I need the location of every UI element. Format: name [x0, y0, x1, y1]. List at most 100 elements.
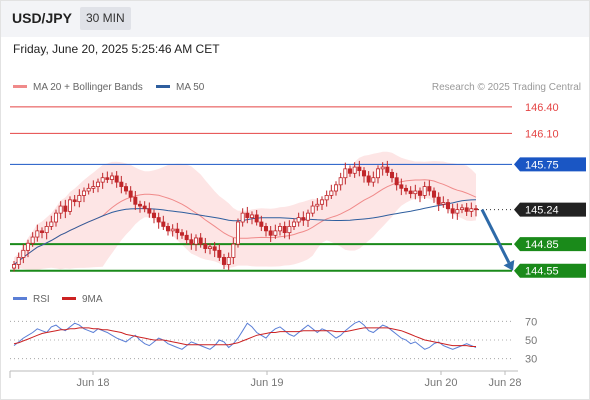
candle — [319, 196, 324, 210]
candle — [207, 243, 212, 255]
candle — [357, 160, 362, 177]
ma20-legend-label: MA 20 + Bollinger Bands — [33, 82, 143, 93]
candle — [133, 191, 138, 210]
candle — [338, 172, 343, 191]
candle — [333, 181, 338, 196]
candle-body — [464, 207, 469, 212]
candle-body — [86, 187, 91, 192]
rsi-legend-swatch — [13, 297, 27, 300]
candle — [16, 252, 21, 270]
candle-body — [245, 212, 250, 218]
candle-body — [282, 226, 287, 234]
candle-body — [96, 181, 101, 187]
candle-body — [184, 234, 189, 241]
candle — [464, 202, 469, 216]
candle — [49, 215, 54, 230]
candle-body — [151, 212, 156, 218]
candle-body — [361, 170, 366, 177]
candle — [72, 194, 77, 207]
candle-body — [352, 166, 357, 174]
candle-body — [291, 221, 296, 227]
time-tick-label: Jun 18 — [76, 377, 109, 389]
candle — [198, 233, 203, 248]
candle — [436, 192, 441, 212]
level-tag-text: 144.85 — [525, 239, 559, 251]
candle — [161, 215, 166, 230]
candle — [189, 233, 194, 250]
candle-body — [431, 190, 436, 198]
candle-body — [441, 202, 446, 205]
level-tag-shape — [514, 263, 586, 278]
candle-body — [124, 186, 129, 192]
candle-body — [175, 228, 180, 234]
candle-body — [305, 212, 310, 221]
candle — [389, 168, 394, 183]
candle-body — [333, 184, 338, 192]
candle — [119, 175, 124, 194]
candle-body — [147, 208, 152, 214]
candle-body — [310, 205, 315, 214]
level-tag-145-75: 145.75 — [514, 157, 586, 172]
candle — [380, 162, 385, 176]
candle — [40, 227, 45, 239]
candle — [394, 172, 399, 191]
time-tick-label: Jun 20 — [424, 377, 457, 389]
rsi-tick-label: 30 — [525, 354, 537, 366]
candle-body — [212, 246, 217, 251]
candle-body — [91, 186, 96, 189]
level-tag-text: 144.55 — [525, 266, 559, 278]
candle-body — [459, 207, 464, 210]
candle — [277, 222, 282, 236]
candle — [221, 253, 226, 270]
price-levels — [10, 106, 514, 272]
level-tag-text: 145.24 — [525, 205, 559, 217]
candle — [399, 178, 404, 196]
candle — [86, 183, 91, 195]
candle — [128, 186, 133, 202]
candle-body — [161, 221, 166, 227]
candle — [235, 218, 240, 248]
bollinger-bands — [14, 151, 476, 272]
ma50-legend-label: MA 50 — [176, 82, 205, 93]
candle-body — [16, 257, 21, 265]
level-label-146-10: 146.10 — [525, 128, 559, 140]
candle-body — [21, 249, 26, 258]
candle-body — [427, 186, 432, 192]
candle — [371, 171, 376, 187]
rsi-legend-label: RSI — [33, 294, 50, 305]
candle-body — [301, 217, 306, 221]
candle — [165, 222, 170, 236]
candle-body — [133, 196, 138, 205]
candle-body — [273, 230, 278, 236]
candle-body — [380, 166, 385, 170]
candle-body — [436, 196, 441, 205]
candle — [142, 201, 147, 213]
candle-body — [119, 181, 124, 187]
candle-body — [473, 208, 478, 211]
candle-body — [193, 237, 198, 245]
timeframe-badge[interactable]: 30 MIN — [80, 7, 131, 30]
candle-body — [408, 190, 413, 195]
candle-body — [217, 249, 222, 258]
candle — [226, 252, 231, 271]
candle-body — [445, 202, 450, 210]
candle-body — [315, 203, 320, 207]
candle-body — [82, 190, 87, 196]
level-tag-144-85: 144.85 — [514, 237, 586, 252]
candle — [77, 189, 82, 208]
rsi-ma-line — [13, 327, 476, 347]
candle — [469, 202, 474, 218]
candle — [203, 237, 208, 254]
candle — [291, 218, 296, 230]
candle-body — [198, 237, 203, 245]
ma50-line — [13, 199, 477, 265]
candle-body — [110, 175, 115, 180]
candle-body — [11, 264, 16, 269]
candle — [114, 171, 119, 188]
candle — [408, 186, 413, 199]
candle — [315, 198, 320, 211]
candle-body — [329, 190, 334, 196]
candle — [110, 172, 115, 185]
candle — [175, 222, 180, 240]
